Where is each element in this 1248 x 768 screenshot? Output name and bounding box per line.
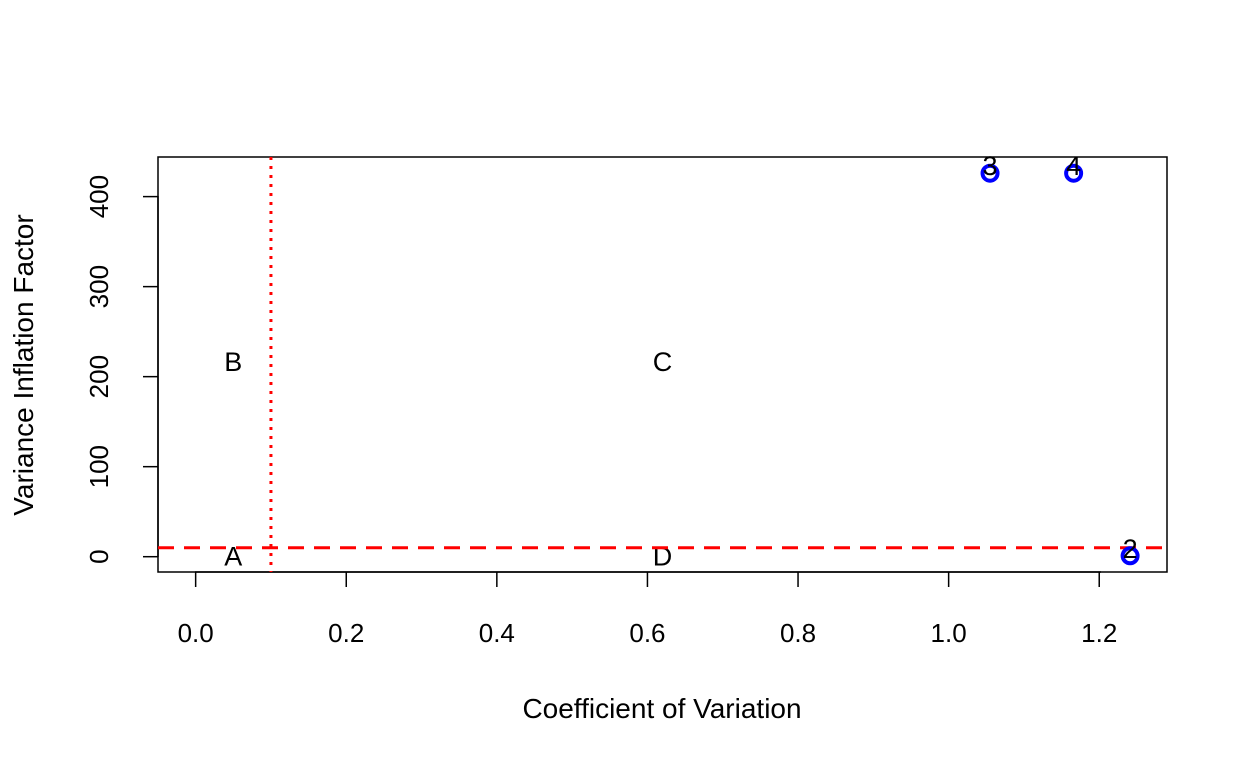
y-ticks: 0 100 200 300 400 xyxy=(84,175,158,564)
x-tick-label: 0.2 xyxy=(328,618,364,648)
point-label: 3 xyxy=(983,151,998,181)
region-label: B xyxy=(224,347,242,377)
point-label: 4 xyxy=(1066,151,1081,181)
y-tick-label: 400 xyxy=(84,175,114,218)
region-label: D xyxy=(653,542,673,572)
data-point xyxy=(980,163,1000,183)
x-tick-label: 0.4 xyxy=(479,618,515,648)
x-tick-label: 0.8 xyxy=(780,618,816,648)
y-axis-label: Variance Inflation Factor xyxy=(8,214,39,515)
data-point xyxy=(1064,163,1084,183)
y-tick-label: 300 xyxy=(84,265,114,308)
region-label: A xyxy=(224,542,242,572)
plot-area: A B C D 3 4 2 xyxy=(158,151,1167,572)
y-tick-label: 200 xyxy=(84,355,114,398)
y-tick-label: 0 xyxy=(84,549,114,563)
x-tick-label: 1.0 xyxy=(931,618,967,648)
x-tick-label: 0.6 xyxy=(629,618,665,648)
x-ticks: 0.0 0.2 0.4 0.6 0.8 1.0 1.2 xyxy=(178,572,1117,648)
x-axis: 0.0 0.2 0.4 0.6 0.8 1.0 1.2 Coefficient of Var… xyxy=(178,571,1117,724)
data-point xyxy=(1120,546,1140,566)
plot-frame xyxy=(157,156,1168,573)
y-axis: 0 100 200 300 400 Variance Inflation Factor xyxy=(8,175,159,564)
x-axis-label: Coefficient of Variation xyxy=(522,693,801,724)
x-tick-label: 0.0 xyxy=(178,618,214,648)
x-tick-label: 1.2 xyxy=(1081,618,1117,648)
region-label: C xyxy=(653,347,673,377)
y-tick-label: 100 xyxy=(84,445,114,488)
point-label: 2 xyxy=(1123,534,1138,564)
